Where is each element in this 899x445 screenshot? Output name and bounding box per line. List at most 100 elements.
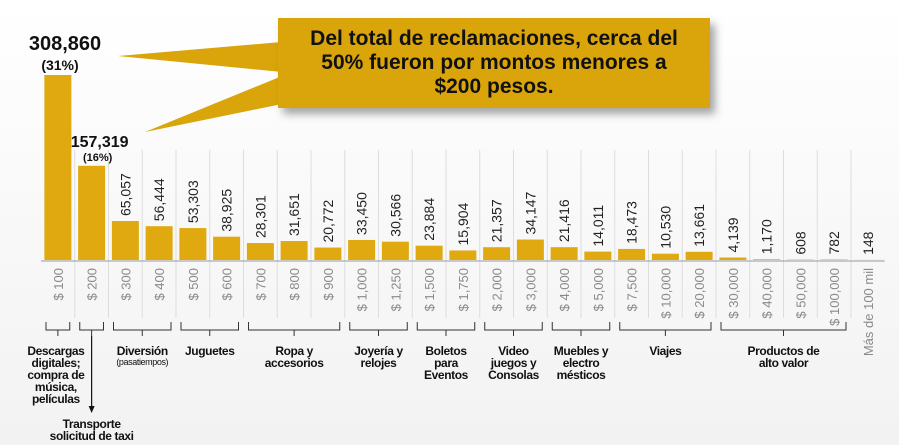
group-label: Boletos para Eventos <box>391 345 501 381</box>
group-label: Joyería y relojes <box>324 345 434 369</box>
x-tick-label: $ 5,000 <box>591 268 606 311</box>
group-bracket <box>113 322 172 336</box>
group-label-text: Muebles y electro mésticos <box>553 344 609 382</box>
group-bracket <box>551 322 611 336</box>
group-bracket <box>619 322 712 336</box>
group-label: Juguetes <box>155 345 265 357</box>
value-label: 148 <box>860 231 876 255</box>
group-label-text: Juguetes <box>185 344 235 358</box>
value-label: 65,057 <box>117 173 133 216</box>
bar <box>111 221 139 260</box>
group-sublabel: (pasatiempos) <box>116 357 169 367</box>
bar <box>44 75 72 260</box>
x-tick-label: $ 50,000 <box>793 268 808 319</box>
x-tick-label: $ 20,000 <box>692 268 707 319</box>
x-tick-label: $ 200 <box>85 268 100 301</box>
x-tick-label: $ 1,250 <box>388 268 403 311</box>
bar <box>179 228 207 260</box>
group-bracket <box>248 322 341 336</box>
value-label: 56,444 <box>151 178 167 221</box>
group-label-text: Video juegos y Consolas <box>488 344 539 382</box>
group-label-text: Transporte solicitud de taxi <box>49 417 134 443</box>
x-tick-label: $ 10,000 <box>658 268 673 319</box>
value-label: 53,303 <box>185 180 201 223</box>
group-label-text: Productos de alto valor <box>747 344 820 370</box>
share-label: (31%) <box>41 57 78 73</box>
group-label: Descargas digitales; compra de música, p… <box>1 345 111 405</box>
value-label: 13,661 <box>691 204 707 247</box>
bar <box>246 243 274 260</box>
group-label-text: Descargas digitales; compra de música, p… <box>27 344 85 406</box>
group-label: Muebles y electro mésticos <box>526 345 636 381</box>
value-label: 30,566 <box>387 194 403 237</box>
bar <box>314 247 342 260</box>
group-label-text: Diversión <box>116 344 168 358</box>
value-label: 14,011 <box>590 205 606 247</box>
x-tick-label: $ 700 <box>253 268 268 301</box>
x-tick-label: $ 4,000 <box>557 268 572 311</box>
group-bracket <box>720 322 847 336</box>
group-label: Diversión (pasatiempos) <box>87 345 197 368</box>
value-label: 10,530 <box>657 206 673 249</box>
bar <box>719 257 747 260</box>
value-label: 18,473 <box>624 201 640 244</box>
x-tick-label: $ 1,000 <box>355 268 370 311</box>
group-label: Video juegos y Consolas <box>459 345 569 381</box>
bar <box>449 250 477 260</box>
group-bracket <box>45 322 71 336</box>
group-bracket <box>79 322 104 336</box>
bar <box>550 247 578 260</box>
x-tick-label: $ 100 <box>51 268 66 301</box>
value-label: 308,860 <box>29 33 101 55</box>
x-tick-label: $ 800 <box>287 268 302 301</box>
value-label: 31,651 <box>286 193 302 236</box>
bar <box>348 239 376 260</box>
group-label: Productos de alto valor <box>729 345 839 369</box>
x-tick-label: Más de 100 mil <box>861 268 876 356</box>
value-label: 4,139 <box>725 217 741 252</box>
group-label-text: Viajes <box>649 344 682 358</box>
bar <box>213 236 241 260</box>
value-label: 38,925 <box>219 189 235 232</box>
value-label: 34,147 <box>522 192 538 235</box>
bar <box>78 165 106 260</box>
bar <box>651 253 679 260</box>
group-label-text: Boletos para Eventos <box>424 344 468 382</box>
x-tick-label: $ 900 <box>321 268 336 301</box>
share-label: (16%) <box>83 152 113 164</box>
x-tick-label: $ 7,500 <box>625 268 640 311</box>
bar <box>415 245 443 260</box>
x-tick-label: $ 2,000 <box>490 268 505 311</box>
bar <box>516 239 544 260</box>
bar <box>145 226 173 260</box>
value-label: 1,170 <box>759 219 775 254</box>
group-label: Viajes <box>610 345 720 357</box>
value-label: 33,450 <box>354 192 370 235</box>
group-bracket <box>180 322 239 336</box>
bar <box>618 248 646 260</box>
x-tick-label: $ 1,750 <box>456 268 471 311</box>
x-tick-label: $ 30,000 <box>726 268 741 319</box>
group-bracket <box>484 322 543 336</box>
value-label: 23,884 <box>421 198 437 241</box>
bar <box>753 259 781 260</box>
callout-pointer <box>118 42 282 72</box>
callout-pointer <box>145 76 282 132</box>
x-tick-label: $ 3,000 <box>523 268 538 311</box>
value-label: 15,904 <box>455 202 471 245</box>
x-tick-label: $ 1,500 <box>422 268 437 311</box>
group-bracket <box>416 322 476 336</box>
group-label: Transporte solicitud de taxi <box>37 418 147 442</box>
value-label: 20,772 <box>320 200 336 243</box>
x-tick-label: $ 400 <box>152 268 167 301</box>
value-label: 608 <box>792 231 808 255</box>
group-label-text: Joyería y relojes <box>354 344 403 370</box>
group-label-text: Ropa y accesorios <box>264 344 324 370</box>
x-tick-label: $ 500 <box>186 268 201 301</box>
x-tick-label: $ 40,000 <box>760 268 775 319</box>
value-label: 782 <box>826 231 842 255</box>
bar <box>280 241 308 260</box>
value-label: 157,319 <box>71 134 129 151</box>
